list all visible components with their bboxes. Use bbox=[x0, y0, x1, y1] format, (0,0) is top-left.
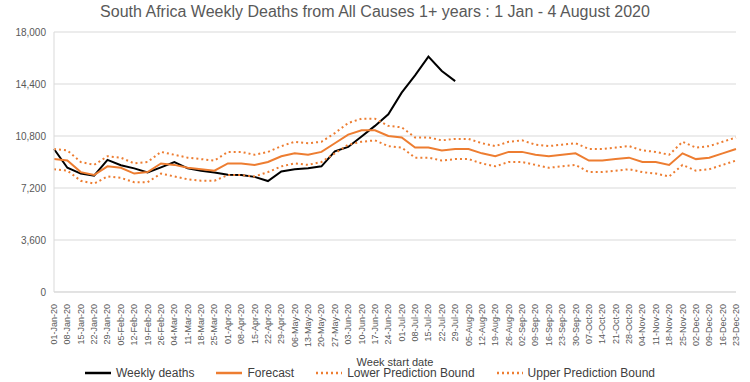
svg-text:01-Apr-20: 01-Apr-20 bbox=[223, 304, 233, 344]
svg-text:10,800: 10,800 bbox=[15, 131, 46, 142]
svg-text:22-Jul-20: 22-Jul-20 bbox=[437, 304, 447, 342]
svg-text:28-Oct-20: 28-Oct-20 bbox=[624, 304, 634, 344]
svg-text:30-Sep-20: 30-Sep-20 bbox=[571, 304, 581, 346]
svg-text:23-Dec-20: 23-Dec-20 bbox=[731, 304, 741, 346]
svg-text:29-Jul-20: 29-Jul-20 bbox=[450, 304, 460, 342]
svg-text:23-Sep-20: 23-Sep-20 bbox=[557, 304, 567, 346]
svg-text:16-Sep-20: 16-Sep-20 bbox=[544, 304, 554, 346]
svg-text:11-Nov-20: 11-Nov-20 bbox=[651, 304, 661, 345]
svg-text:02-Sep-20: 02-Sep-20 bbox=[517, 304, 527, 346]
svg-text:15-Jan-20: 15-Jan-20 bbox=[76, 304, 86, 345]
svg-text:04-Mar-20: 04-Mar-20 bbox=[169, 304, 179, 346]
svg-text:3,600: 3,600 bbox=[21, 235, 46, 246]
svg-text:13-May-20: 13-May-20 bbox=[303, 304, 313, 347]
svg-text:Week start date: Week start date bbox=[357, 356, 434, 368]
svg-text:25-Mar-20: 25-Mar-20 bbox=[209, 304, 219, 346]
svg-text:08-Jul-20: 08-Jul-20 bbox=[410, 304, 420, 342]
html-text:Weekly deaths: Weekly deaths bbox=[116, 366, 195, 380]
svg-text:18-Mar-20: 18-Mar-20 bbox=[196, 304, 206, 346]
svg-text:09-Sep-20: 09-Sep-20 bbox=[530, 304, 540, 346]
svg-text:14,400: 14,400 bbox=[15, 79, 46, 90]
svg-text:15-Jul-20: 15-Jul-20 bbox=[423, 304, 433, 342]
svg-text:17-Jun-20: 17-Jun-20 bbox=[370, 304, 380, 345]
svg-text:24-Jun-20: 24-Jun-20 bbox=[383, 304, 393, 345]
svg-text:7,200: 7,200 bbox=[21, 183, 46, 194]
svg-text:09-Dec-20: 09-Dec-20 bbox=[704, 304, 714, 346]
html-text:Forecast: Forecast bbox=[247, 366, 295, 380]
svg-text:18-Nov-20: 18-Nov-20 bbox=[664, 304, 674, 346]
svg-text:11-Mar-20: 11-Mar-20 bbox=[183, 304, 193, 345]
svg-text:19-Feb-20: 19-Feb-20 bbox=[143, 304, 153, 346]
svg-text:0: 0 bbox=[40, 287, 46, 298]
svg-text:14-Oct-20: 14-Oct-20 bbox=[597, 304, 607, 344]
svg-text:08-Jan-20: 08-Jan-20 bbox=[62, 304, 72, 345]
svg-text:07-Oct-20: 07-Oct-20 bbox=[584, 304, 594, 344]
svg-text:05-Aug-20: 05-Aug-20 bbox=[464, 304, 474, 346]
svg-text:05-Feb-20: 05-Feb-20 bbox=[116, 304, 126, 346]
svg-text:25-Nov-20: 25-Nov-20 bbox=[678, 304, 688, 346]
svg-text:27-May-20: 27-May-20 bbox=[330, 304, 340, 347]
svg-text:01-Jan-20: 01-Jan-20 bbox=[49, 304, 59, 345]
html-text:Upper Prediction Bound: Upper Prediction Bound bbox=[527, 366, 655, 380]
html-text:South Africa Weekly Deaths fro: South Africa Weekly Deaths from All Caus… bbox=[100, 3, 650, 20]
svg-text:08-Apr-20: 08-Apr-20 bbox=[236, 304, 246, 344]
svg-text:01-Jul-20: 01-Jul-20 bbox=[397, 304, 407, 342]
svg-text:26-Feb-20: 26-Feb-20 bbox=[156, 304, 166, 346]
svg-text:12-Feb-20: 12-Feb-20 bbox=[129, 304, 139, 346]
svg-text:26-Aug-20: 26-Aug-20 bbox=[504, 304, 514, 346]
svg-text:04-Nov-20: 04-Nov-20 bbox=[637, 304, 647, 346]
svg-text:21-Oct-20: 21-Oct-20 bbox=[611, 304, 621, 344]
svg-text:29-Apr-20: 29-Apr-20 bbox=[276, 304, 286, 344]
svg-text:02-Dec-20: 02-Dec-20 bbox=[691, 304, 701, 346]
svg-text:10-Jun-20: 10-Jun-20 bbox=[357, 304, 367, 345]
svg-text:22-Apr-20: 22-Apr-20 bbox=[263, 304, 273, 344]
svg-text:22-Jan-20: 22-Jan-20 bbox=[89, 304, 99, 345]
svg-text:18,000: 18,000 bbox=[15, 27, 46, 38]
svg-text:20-May-20: 20-May-20 bbox=[316, 304, 326, 347]
svg-text:15-Apr-20: 15-Apr-20 bbox=[250, 304, 260, 344]
svg-text:19-Aug-20: 19-Aug-20 bbox=[490, 304, 500, 346]
svg-text:29-Jan-20: 29-Jan-20 bbox=[102, 304, 112, 345]
svg-text:12-Aug-20: 12-Aug-20 bbox=[477, 304, 487, 346]
svg-text:03-Jun-20: 03-Jun-20 bbox=[343, 304, 353, 345]
html-text:Lower Prediction Bound: Lower Prediction Bound bbox=[347, 366, 475, 380]
svg-text:06-May-20: 06-May-20 bbox=[290, 304, 300, 347]
svg-text:16-Dec-20: 16-Dec-20 bbox=[718, 304, 728, 346]
